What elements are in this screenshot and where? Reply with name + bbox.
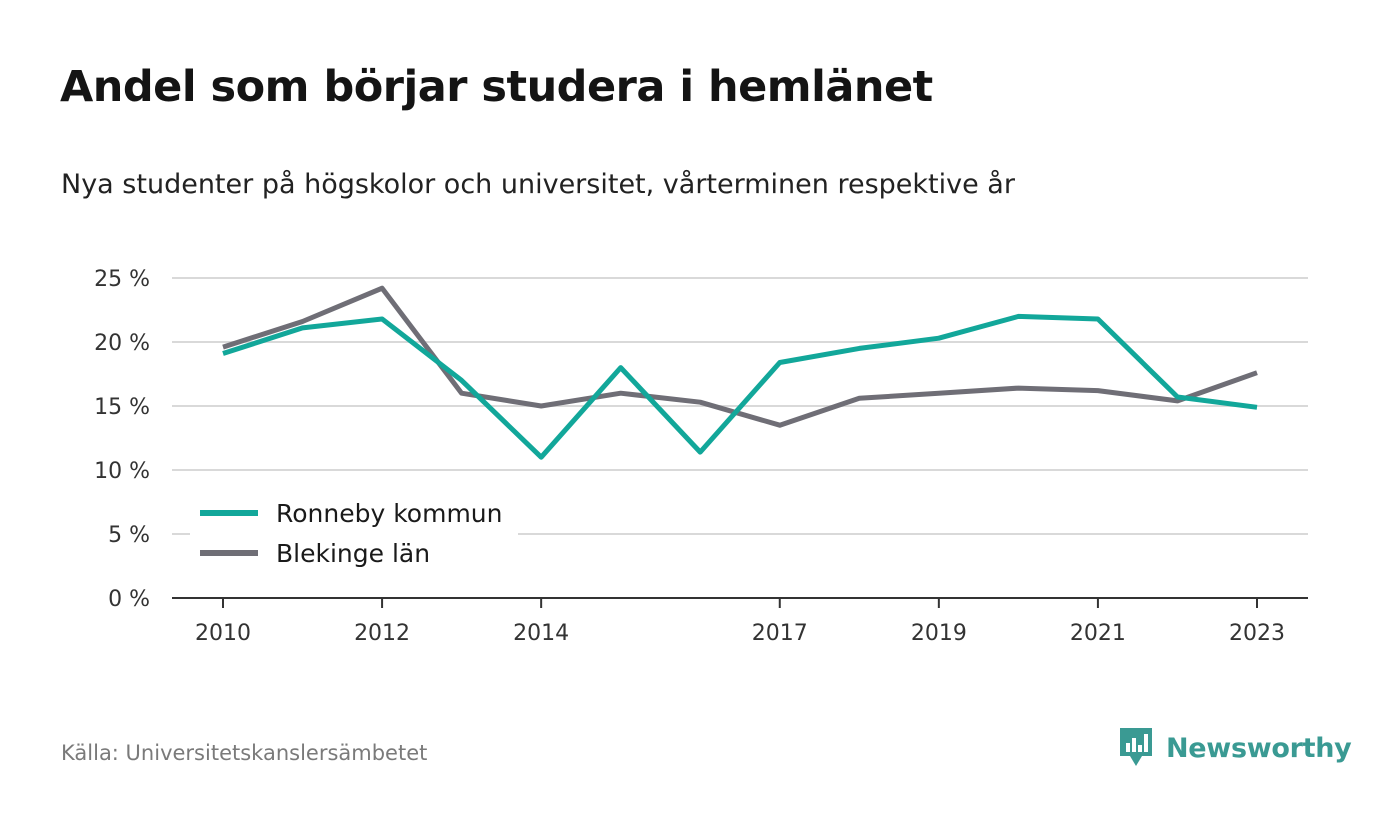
x-tick-label: 2014: [513, 621, 569, 646]
y-axis-ticks: 0 % 5 % 10 % 15 % 20 % 25 %: [94, 267, 150, 612]
chart-subtitle: Nya studenter på högskolor och universit…: [61, 169, 1015, 200]
series-lines: [222, 285, 1258, 460]
y-tick-label: 10 %: [94, 459, 150, 484]
x-tick-label: 2023: [1229, 621, 1285, 646]
source-note: Källa: Universitetskanslersämbetet: [61, 741, 428, 765]
x-tick-label: 2021: [1070, 621, 1126, 646]
legend-label: Blekinge län: [276, 539, 430, 568]
newsworthy-logo-icon: [1120, 728, 1152, 766]
chart-title: Andel som börjar studera i hemlänet: [60, 62, 933, 112]
series-line-blekinge-lan: [222, 285, 1258, 428]
x-axis-ticks: 2010 2012 2014 2017 2019 2021 2023: [195, 598, 1285, 646]
legend: Ronneby kommun Blekinge län: [190, 492, 518, 584]
line-chart: 0 %5 %10 %15 %20 %25 % 2010 2012 2014 2017 2…: [94, 267, 1308, 646]
y-tick-label: 25 %: [94, 267, 150, 292]
series-line-ronneby-kommun: [222, 313, 1258, 460]
y-tick-label: 20 %: [94, 331, 150, 356]
legend-label: Ronneby kommun: [276, 499, 503, 528]
x-tick-label: 2010: [195, 621, 251, 646]
y-tick-label: 0 %: [108, 587, 150, 612]
legend-background: [190, 492, 518, 584]
x-tick-label: 2017: [752, 621, 808, 646]
brand-name: Newsworthy: [1166, 732, 1352, 764]
x-tick-label: 2012: [354, 621, 410, 646]
y-tick-label: 5 %: [108, 523, 150, 548]
x-tick-label: 2019: [911, 621, 967, 646]
brand-logo: Newsworthy: [1118, 726, 1352, 770]
y-tick-label: 15 %: [94, 395, 150, 420]
